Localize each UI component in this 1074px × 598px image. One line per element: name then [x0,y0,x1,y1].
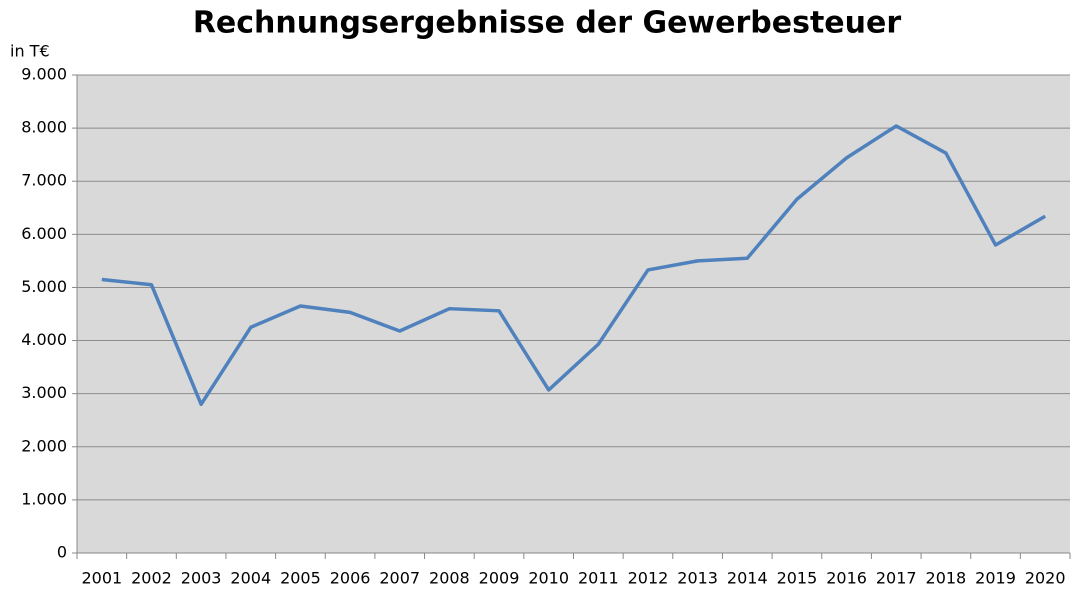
x-tick-label: 2012 [628,569,669,588]
x-tick-label: 2017 [876,569,917,588]
x-tick-label: 2020 [1025,569,1066,588]
y-tick-label: 0 [57,543,67,562]
x-tick-label: 2001 [81,569,122,588]
x-tick-label: 2013 [677,569,718,588]
y-tick-label: 1.000 [21,489,67,508]
y-tick-label: 3.000 [21,383,67,402]
x-tick-label: 2008 [429,569,470,588]
x-tick-label: 2019 [975,569,1016,588]
y-tick-label: 7.000 [21,171,67,190]
x-tick-label: 2007 [379,569,420,588]
x-tick-label: 2004 [230,569,271,588]
y-tick-label: 5.000 [21,277,67,296]
x-tick-label: 2018 [926,569,967,588]
x-tick-label: 2006 [330,569,371,588]
y-tick-label: 6.000 [21,224,67,243]
x-tick-label: 2015 [777,569,818,588]
x-tick-label: 2002 [131,569,172,588]
x-tick-label: 2003 [181,569,222,588]
y-tick-label: 4.000 [21,330,67,349]
x-tick-label: 2016 [826,569,867,588]
line-series [101,124,1047,407]
x-tick-label: 2009 [479,569,520,588]
y-tick-label: 9.000 [21,65,67,84]
x-tick-label: 2005 [280,569,321,588]
chart-title: Rechnungsergebnisse der Gewerbesteuer [193,6,902,41]
plot-area [77,75,1070,553]
x-tick-label: 2014 [727,569,768,588]
y-axis-label: in T€ [10,42,50,61]
y-tick-label: 8.000 [21,118,67,137]
x-tick-label: 2011 [578,569,619,588]
y-tick-label: 2.000 [21,436,67,455]
x-tick-label: 2010 [528,569,569,588]
